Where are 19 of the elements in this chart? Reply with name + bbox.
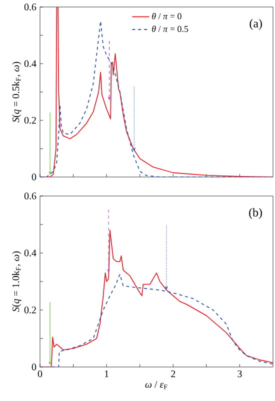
y-tick-label: 0.6 — [24, 192, 36, 200]
y-axis-title: S(q = 1.0k$_{F}$, ω) — [12, 251, 22, 312]
y-tick-label: 0.6 — [24, 4, 36, 10]
annotation: (a) — [250, 19, 262, 30]
y-tick-label: 0.2 — [24, 306, 36, 314]
x-axis-title: ω / ε$_{F}$ — [145, 381, 168, 390]
legend-label: θ / π = 0.5 — [152, 26, 188, 32]
y-tick-label: 0.2 — [24, 116, 36, 124]
annotation: (b) — [249, 208, 262, 219]
x-tick-label: 2 — [171, 370, 176, 378]
y-tick-label: 0 — [32, 174, 36, 180]
legend-label: θ / π = 0 — [152, 12, 182, 20]
y-tick-label: 0 — [32, 364, 36, 370]
x-tick-label: 0 — [38, 370, 42, 378]
y-tick-label: 0.4 — [24, 60, 36, 68]
y-tick-label: 0.4 — [24, 250, 36, 256]
y-axis-title: S(q = 0.5k$_{F}$, ω) — [12, 62, 22, 122]
x-tick-label: 1 — [104, 370, 108, 378]
x-tick-label: 3 — [238, 370, 242, 378]
